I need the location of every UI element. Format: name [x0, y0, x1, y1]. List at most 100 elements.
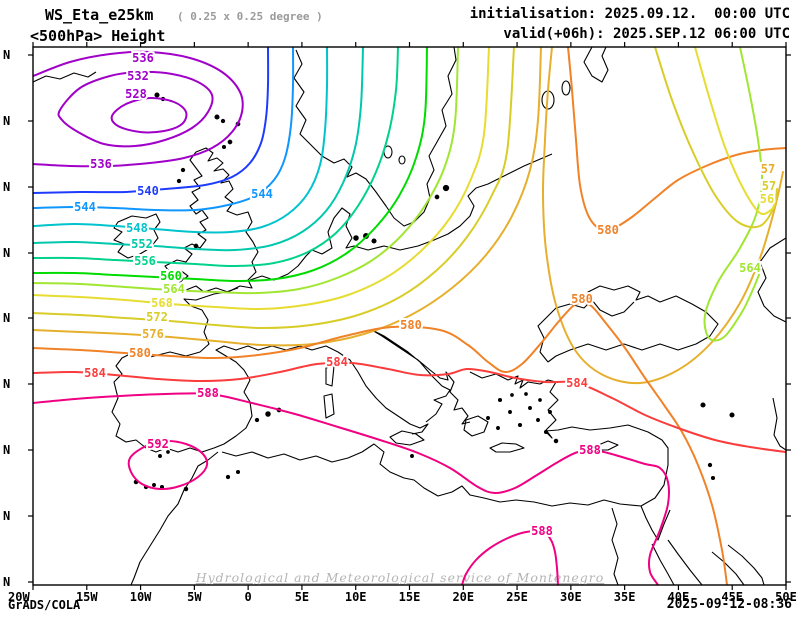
coastline — [113, 213, 161, 259]
map-layers: Hydrological and Meteorological service … — [33, 47, 786, 585]
island — [176, 178, 182, 184]
contour-label-536: 536 — [132, 51, 154, 65]
island — [543, 429, 549, 435]
contour-552 — [33, 47, 364, 252]
lat-label: N — [3, 246, 10, 260]
contour-label-568: 568 — [151, 296, 173, 310]
coastline — [711, 551, 745, 585]
lake — [398, 155, 406, 165]
lon-label-20W: 20W — [8, 590, 30, 604]
lake — [561, 80, 571, 96]
coastline — [772, 397, 786, 451]
lon-label-30E: 30E — [560, 590, 582, 604]
contour-588 — [33, 392, 670, 585]
island — [510, 393, 514, 397]
lat-label: N — [3, 48, 10, 62]
contour-label-580: 580 — [571, 292, 593, 306]
coastline — [667, 539, 703, 585]
contour-label-584: 584 — [84, 366, 106, 380]
lon-label-15E: 15E — [399, 590, 421, 604]
contour-label-556: 556 — [134, 254, 156, 268]
coastline — [164, 147, 259, 293]
lon-label-35E: 35E — [614, 590, 636, 604]
contour-label-580: 580 — [129, 346, 151, 360]
contour-576 — [33, 47, 542, 347]
height-contours — [33, 47, 786, 585]
contour-580 — [567, 47, 786, 232]
contour-568 — [694, 47, 776, 216]
island — [710, 475, 716, 481]
contour-564 — [33, 47, 459, 295]
lat-label: N — [3, 443, 10, 457]
island — [538, 398, 542, 402]
level-title: <500hPa> Height — [30, 27, 166, 45]
axis-ticks — [28, 42, 791, 590]
coastline — [640, 505, 671, 541]
island — [486, 416, 490, 420]
island — [700, 402, 706, 408]
coastline — [249, 153, 553, 281]
island — [707, 462, 713, 468]
coastline — [489, 442, 525, 453]
generation-timestamp: 2025-09-12-08:36 — [666, 597, 792, 612]
contour-label-564: 564 — [163, 282, 185, 296]
contour-564 — [703, 47, 764, 342]
coastline — [727, 544, 765, 585]
coastline — [33, 71, 97, 83]
contour-label-576: 576 — [142, 327, 164, 341]
island — [353, 235, 359, 241]
lat-label: N — [3, 377, 10, 391]
contour-560 — [33, 47, 428, 283]
lon-label-5W: 5W — [187, 590, 202, 604]
contour-label-588: 588 — [197, 386, 219, 400]
coastline — [651, 543, 675, 585]
contour-556 — [33, 47, 399, 268]
lat-label: N — [3, 575, 10, 589]
island — [442, 184, 450, 192]
lat-label: N — [3, 114, 10, 128]
island — [524, 392, 528, 396]
lon-label-25E: 25E — [506, 590, 528, 604]
island — [528, 406, 532, 410]
contour-label-548: 548 — [126, 221, 148, 235]
lat-label: N — [3, 180, 10, 194]
contour-label-576: 57 — [761, 162, 775, 176]
contour-536 — [33, 50, 244, 168]
contour-label-580: 580 — [400, 318, 422, 332]
coastline — [130, 451, 219, 585]
island — [225, 474, 231, 480]
contour-label-572: 57 — [762, 179, 776, 193]
contour-label-536: 536 — [90, 157, 112, 171]
island — [371, 238, 377, 244]
contour-label-584: 584 — [566, 376, 588, 390]
contour-572 — [654, 47, 778, 229]
contour-576 — [541, 47, 784, 385]
island — [180, 167, 186, 173]
contour-588 — [461, 530, 559, 585]
lat-label: N — [3, 509, 10, 523]
coastline — [293, 47, 457, 227]
island — [227, 139, 233, 145]
island — [214, 114, 220, 120]
contour-572 — [33, 47, 515, 330]
island — [154, 92, 160, 98]
lon-label-10W: 10W — [130, 590, 152, 604]
coastline — [371, 329, 471, 425]
lon-label-50E: 50E — [775, 590, 797, 604]
island — [152, 483, 156, 487]
island — [166, 450, 170, 454]
valid-time: valid(+06h): 2025.SEP.12 06:00 UTC — [503, 26, 790, 42]
island — [265, 411, 271, 417]
contour-label-540: 540 — [137, 184, 159, 198]
island — [158, 454, 162, 458]
contour-label-532: 532 — [127, 69, 149, 83]
initialisation-time: initialisation: 2025.09.12. 00:00 UTC — [469, 6, 790, 22]
contour-labels: 5285325365365405445445485525565605645685… — [72, 49, 778, 540]
island — [548, 410, 552, 414]
coastline — [537, 285, 719, 363]
coastline — [583, 47, 609, 83]
island — [496, 426, 500, 430]
lon-label-45E: 45E — [721, 590, 743, 604]
